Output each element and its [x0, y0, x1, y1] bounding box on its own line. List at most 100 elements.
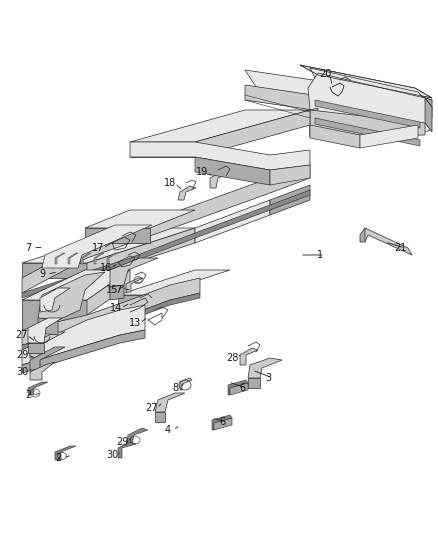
Polygon shape	[130, 110, 310, 142]
Polygon shape	[118, 442, 136, 458]
Polygon shape	[118, 295, 153, 308]
Polygon shape	[195, 157, 270, 185]
Text: 7: 7	[115, 285, 121, 295]
Text: 7: 7	[25, 243, 31, 253]
Polygon shape	[425, 98, 432, 132]
Text: 8: 8	[172, 383, 178, 393]
Text: 17: 17	[92, 243, 104, 253]
Polygon shape	[126, 428, 148, 445]
Polygon shape	[195, 110, 310, 157]
Polygon shape	[248, 378, 260, 388]
Text: 21: 21	[394, 243, 406, 253]
Polygon shape	[126, 278, 143, 292]
Polygon shape	[195, 200, 270, 243]
Text: 2: 2	[55, 453, 61, 463]
Polygon shape	[270, 185, 310, 215]
Polygon shape	[130, 142, 195, 157]
Text: 15: 15	[106, 285, 118, 295]
Text: 3: 3	[265, 373, 271, 383]
Text: 4: 4	[165, 425, 171, 435]
Polygon shape	[300, 65, 432, 98]
Polygon shape	[360, 228, 365, 242]
Polygon shape	[315, 100, 420, 128]
Polygon shape	[22, 270, 130, 300]
Text: 18: 18	[164, 178, 176, 188]
Text: 9: 9	[39, 269, 45, 279]
Polygon shape	[55, 446, 76, 460]
Polygon shape	[28, 318, 62, 343]
Polygon shape	[360, 125, 418, 148]
Polygon shape	[308, 73, 432, 135]
Polygon shape	[228, 380, 248, 395]
Polygon shape	[87, 228, 195, 278]
Polygon shape	[85, 210, 195, 228]
Polygon shape	[360, 228, 412, 255]
Text: 14: 14	[110, 303, 122, 313]
Polygon shape	[94, 253, 104, 264]
Polygon shape	[22, 165, 310, 293]
Text: 2: 2	[25, 390, 31, 400]
Polygon shape	[28, 343, 44, 353]
Polygon shape	[38, 318, 58, 335]
Polygon shape	[118, 270, 230, 295]
Polygon shape	[55, 253, 65, 264]
Polygon shape	[210, 172, 228, 188]
Polygon shape	[180, 378, 192, 390]
Polygon shape	[30, 362, 55, 380]
Polygon shape	[245, 85, 415, 125]
Polygon shape	[155, 412, 165, 422]
Polygon shape	[22, 190, 310, 298]
Polygon shape	[330, 72, 415, 113]
Text: 30: 30	[106, 450, 118, 460]
Polygon shape	[30, 332, 65, 358]
Text: 19: 19	[196, 167, 208, 177]
Polygon shape	[240, 348, 258, 365]
Polygon shape	[230, 383, 248, 395]
Polygon shape	[130, 142, 310, 170]
Polygon shape	[22, 263, 87, 278]
Polygon shape	[310, 68, 425, 107]
Polygon shape	[42, 225, 152, 268]
Polygon shape	[38, 272, 105, 320]
Polygon shape	[415, 95, 432, 118]
Polygon shape	[178, 186, 196, 200]
Polygon shape	[22, 278, 200, 345]
Polygon shape	[310, 110, 425, 137]
Text: 29: 29	[116, 437, 128, 447]
Polygon shape	[68, 253, 78, 264]
Polygon shape	[22, 300, 87, 330]
Text: 16: 16	[100, 263, 112, 273]
Polygon shape	[270, 165, 310, 185]
Polygon shape	[22, 293, 200, 350]
Text: 1: 1	[317, 250, 323, 260]
Polygon shape	[22, 305, 145, 365]
Polygon shape	[107, 253, 117, 264]
Polygon shape	[310, 125, 360, 148]
Polygon shape	[81, 253, 91, 264]
Text: 20: 20	[319, 69, 331, 79]
Polygon shape	[212, 415, 232, 430]
Polygon shape	[315, 118, 420, 146]
Polygon shape	[214, 418, 232, 430]
Text: 30: 30	[16, 367, 28, 377]
Polygon shape	[110, 258, 158, 287]
Text: 29: 29	[16, 350, 28, 360]
Text: 28: 28	[226, 353, 238, 363]
Polygon shape	[85, 228, 150, 243]
Polygon shape	[310, 108, 318, 137]
Polygon shape	[40, 288, 70, 312]
Text: 13: 13	[129, 318, 141, 328]
Polygon shape	[155, 393, 185, 412]
Polygon shape	[22, 330, 145, 373]
Text: 27: 27	[146, 403, 158, 413]
Text: 6: 6	[219, 417, 225, 427]
Polygon shape	[110, 285, 124, 300]
Polygon shape	[415, 95, 432, 130]
Polygon shape	[22, 228, 195, 263]
Polygon shape	[28, 382, 48, 395]
Polygon shape	[30, 347, 65, 370]
Polygon shape	[248, 358, 282, 378]
Polygon shape	[87, 270, 130, 315]
Text: 6: 6	[239, 383, 245, 393]
Polygon shape	[245, 70, 430, 118]
